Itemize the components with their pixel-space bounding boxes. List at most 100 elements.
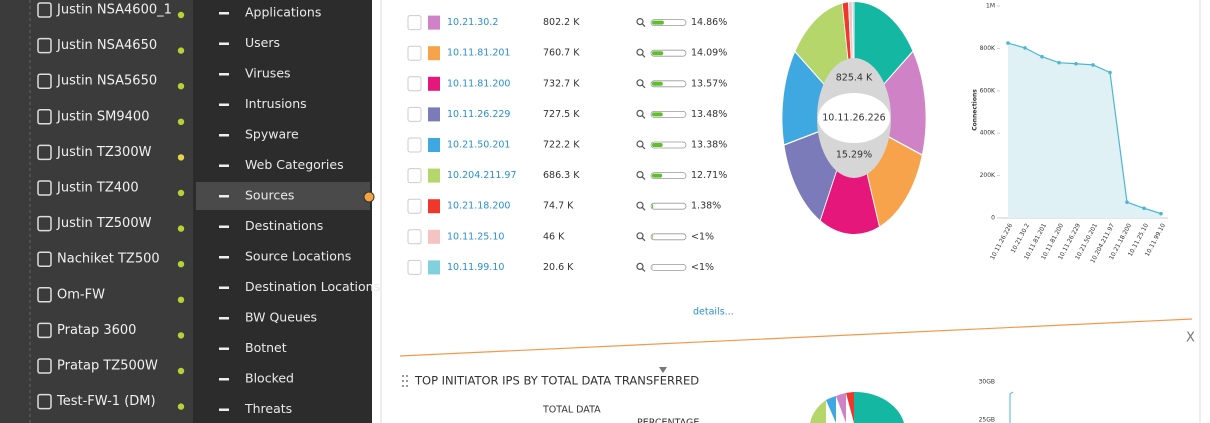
row-checkbox[interactable] — [407, 15, 422, 31]
center-connections: 825.4 K — [836, 73, 873, 84]
dropdown-arrow[interactable] — [659, 367, 667, 373]
ip-link[interactable]: 10.21.30.2 — [447, 17, 498, 28]
ip-link[interactable]: 10.21.18.200 — [447, 201, 510, 212]
line — [1007, 42, 1162, 215]
menu-item[interactable]: Web Categories — [245, 157, 344, 172]
close-button[interactable]: X — [1186, 331, 1195, 346]
ip-link[interactable]: 10.21.50.201 — [447, 140, 510, 151]
device-name[interactable]: Pratap TZ500W — [57, 359, 158, 374]
row-checkbox[interactable] — [407, 45, 422, 61]
search-icon[interactable] — [636, 232, 644, 240]
ip-link[interactable]: 10.11.26.229 — [447, 109, 510, 120]
ip-link[interactable]: 10.11.99.10 — [447, 262, 504, 273]
menu-item[interactable]: Users — [245, 35, 280, 50]
percent-bar — [652, 204, 654, 209]
row-checkbox[interactable] — [407, 198, 422, 214]
ip-link[interactable]: 10.11.81.201 — [447, 48, 510, 59]
search-icon — [641, 84, 646, 89]
menu-item[interactable]: Threats — [244, 401, 292, 416]
y-tick-label: 400K — [980, 130, 996, 137]
row-checkbox[interactable] — [407, 259, 422, 275]
search-icon[interactable] — [636, 109, 644, 118]
percent-label: 14.86% — [691, 17, 727, 28]
search-icon[interactable] — [636, 48, 644, 56]
menu-item[interactable]: Sources — [245, 188, 294, 203]
menu-item[interactable]: Destination Locations — [245, 279, 380, 294]
menu-item[interactable]: Destinations — [245, 218, 323, 233]
search-icon — [641, 206, 646, 211]
checkbox[interactable] — [37, 322, 52, 339]
checkbox[interactable] — [37, 215, 52, 232]
checkbox[interactable] — [37, 2, 52, 18]
percent-bar — [652, 173, 663, 178]
checkbox[interactable] — [37, 144, 52, 161]
device-name[interactable]: Justin TZ500W — [56, 216, 152, 231]
row-checkbox[interactable] — [407, 229, 422, 245]
percent-label: 13.57% — [691, 78, 727, 89]
ip-link[interactable]: 10.11.25.10 — [447, 231, 504, 242]
search-icon[interactable] — [636, 140, 644, 148]
device-name[interactable]: Justin NSA4600_1 — [56, 3, 172, 18]
search-icon[interactable] — [636, 171, 644, 179]
checkbox[interactable] — [37, 287, 52, 303]
device-name[interactable]: Justin TZ400 — [56, 181, 139, 196]
menu-item[interactable]: Applications — [245, 5, 321, 20]
device-name[interactable]: Justin TZ300W — [56, 145, 152, 160]
point — [1023, 46, 1027, 50]
row-checkbox[interactable] — [407, 76, 422, 92]
status-dot — [177, 83, 185, 90]
checkbox[interactable] — [37, 251, 52, 267]
point — [1006, 41, 1010, 45]
device-name[interactable]: Justin NSA4650 — [56, 38, 157, 53]
menu-item[interactable]: Viruses — [245, 66, 291, 81]
row-checkbox[interactable] — [407, 137, 422, 153]
device-name[interactable]: Pratap 3600 — [57, 323, 136, 338]
menu-item[interactable]: Blocked — [245, 371, 294, 386]
device-name[interactable]: Test-FW-1 (DM) — [56, 394, 156, 409]
percent-track — [650, 202, 687, 210]
menu-dash — [219, 73, 229, 76]
status-dot — [177, 154, 185, 161]
search-icon[interactable] — [636, 262, 644, 270]
menu-item[interactable]: Spyware — [245, 127, 299, 142]
row-checkbox[interactable] — [407, 106, 422, 122]
search-icon[interactable] — [636, 18, 644, 26]
partial-donut — [810, 391, 904, 423]
point — [1125, 200, 1129, 204]
connections: 760.7 K — [543, 48, 580, 59]
y-tick-label: 800K — [980, 45, 996, 52]
menu-dash — [219, 286, 229, 289]
percent-bar — [652, 20, 664, 25]
checkbox[interactable] — [37, 73, 52, 89]
checkbox[interactable] — [37, 393, 52, 410]
grip-icon — [402, 375, 408, 387]
device-name[interactable]: Nachiket TZ500 — [57, 252, 160, 267]
menu-item[interactable]: Botnet — [245, 340, 287, 355]
details-link[interactable]: details... — [693, 307, 734, 318]
checkbox[interactable] — [37, 37, 52, 54]
row-checkbox[interactable] — [407, 168, 422, 184]
status-dot — [177, 261, 185, 268]
search-icon[interactable] — [636, 201, 644, 209]
device-name[interactable]: Justin SM9400 — [56, 109, 149, 124]
checkbox[interactable] — [37, 180, 52, 196]
device-name[interactable]: Justin NSA5650 — [56, 74, 157, 89]
ip-link[interactable]: 10.11.81.200 — [447, 78, 510, 89]
checkbox[interactable] — [37, 109, 52, 125]
device-name[interactable]: Om-FW — [57, 287, 105, 302]
checkbox[interactable] — [37, 358, 52, 374]
color-swatch — [428, 229, 440, 244]
percent-bar — [652, 112, 663, 117]
menu-dash — [219, 134, 229, 137]
search-icon[interactable] — [636, 79, 644, 87]
menu-item[interactable]: Intrusions — [245, 96, 307, 111]
color-swatch — [428, 260, 440, 275]
ip-link[interactable]: 10.204.211.97 — [447, 170, 517, 181]
menu-dash — [219, 378, 229, 381]
menu-item[interactable]: BW Queues — [245, 310, 317, 325]
y-tick-label: 200K — [980, 172, 996, 179]
menu-dash — [219, 347, 229, 350]
menu-item[interactable]: Source Locations — [245, 249, 351, 264]
device-panel — [0, 0, 193, 423]
